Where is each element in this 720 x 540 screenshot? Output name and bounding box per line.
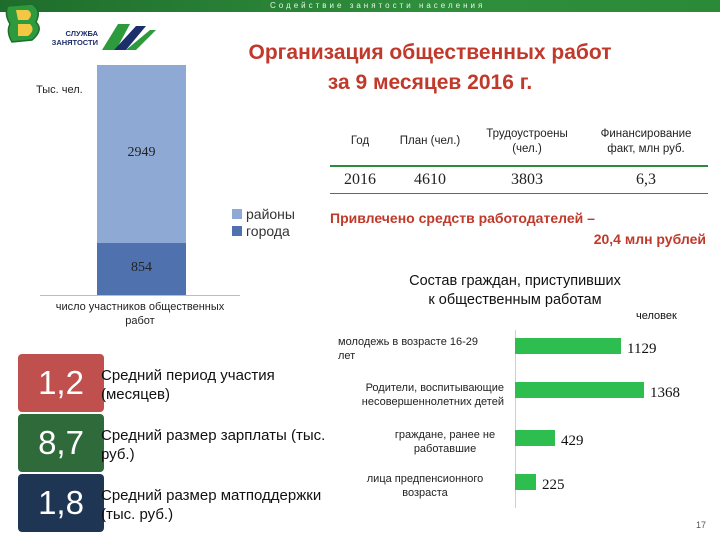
legend-label-rayony: районы — [246, 205, 295, 222]
bar-segment-goroda — [97, 243, 186, 295]
stat-label-support: Средний размер матподдержки (тыс. руб.) — [101, 487, 322, 523]
composition-title-line-1: Состав граждан, приступивших — [409, 273, 621, 289]
stat-badge-support: 1,8 — [18, 474, 104, 532]
composition-unit-label: человек — [636, 310, 677, 322]
table-cell-funding: 6,3 — [584, 166, 708, 194]
stat-label-salary: Средний размер зарплаты (тыс. руб.) — [101, 427, 326, 463]
attracted-funds-line-1: Привлечено средств работодателей – — [330, 210, 595, 226]
composition-bar-value: 1368 — [650, 385, 680, 401]
legend-swatch-rayony — [232, 208, 242, 219]
table-row: 2016 4610 3803 6,3 — [330, 166, 708, 194]
composition-bar-value: 1129 — [627, 341, 657, 357]
legend-item-goroda: города — [232, 222, 295, 239]
composition-category-label: Родители, воспитывающие несовершеннолетни… — [338, 381, 504, 409]
table-cell-plan: 4610 — [390, 166, 470, 194]
bar-value-label-goroda: 854 — [131, 260, 152, 275]
table-header-year: Год — [330, 118, 390, 167]
chart-axis-line — [40, 295, 240, 296]
composition-category-label: лица предпенсионного возраста — [360, 472, 490, 500]
table-header-plan: План (чел.) — [390, 118, 470, 167]
composition-category-label-line: граждане, ранее не — [394, 429, 496, 441]
participants-unit-label: Тыс. чел. — [36, 84, 83, 96]
page-title: Организация общественных работ за 9 меся… — [230, 38, 630, 98]
composition-category-label: молодежь в возрасте 16-29 лет — [338, 335, 508, 363]
logo-line-2: ЗАНЯТОСТИ — [51, 38, 98, 47]
composition-bar — [515, 338, 621, 354]
attracted-funds-text: Привлечено средств работодателей – 20,4 … — [330, 208, 706, 250]
page-title-line-1: Организация общественных работ — [248, 41, 612, 64]
table-header-row: Год План (чел.) Трудоустроены (чел.) Фин… — [330, 118, 708, 167]
emblem-icon — [5, 3, 40, 43]
logo-text: СЛУЖБА ЗАНЯТОСТИ — [42, 29, 98, 47]
logo-line-1: СЛУЖБА — [65, 29, 98, 38]
stat-badge-salary: 8,7 — [18, 414, 104, 472]
stat-label-period: Средний период участия (месяцев) — [101, 367, 275, 403]
composition-bar-value: 429 — [561, 433, 584, 449]
composition-axis-line — [515, 330, 516, 508]
bar-value-label-rayony: 2949 — [127, 145, 156, 160]
legend-swatch-goroda — [232, 225, 242, 236]
employment-service-logo — [102, 24, 156, 50]
table-header-funding: Финансирование факт, млн руб. — [584, 118, 708, 167]
stat-badge-period: 1,2 — [18, 354, 104, 412]
composition-bar — [515, 430, 555, 446]
attracted-funds-line-2: 20,4 млн рублей — [593, 231, 706, 247]
composition-bar — [515, 382, 644, 398]
composition-category-label-line: молодежь в возрасте 16-29 — [338, 336, 479, 348]
composition-category-label-line: лет — [338, 350, 356, 362]
composition-category-label-line: работавшие — [413, 443, 477, 455]
table-header-employed: Трудоустроены (чел.) — [470, 118, 584, 167]
summary-table: Год План (чел.) Трудоустроены (чел.) Фин… — [330, 118, 708, 194]
banner-text: Содействие занятости населения — [270, 1, 486, 10]
composition-category-label-line: Родители, воспитывающие — [365, 382, 504, 394]
participants-axis-caption: число участников общественных работ — [55, 301, 225, 327]
page-title-line-2: за 9 месяцев 2016 г. — [327, 71, 533, 94]
participants-stacked-bar: 2949 854 — [97, 65, 186, 295]
page-number: 17 — [696, 520, 707, 530]
composition-category-label: граждане, ранее не работавшие — [380, 428, 510, 456]
top-banner — [0, 0, 720, 12]
composition-chart-title: Состав граждан, приступивших к обществен… — [380, 272, 650, 310]
composition-category-label-line: возраста — [402, 487, 448, 499]
composition-category-label-line: лица предпенсионного — [366, 473, 484, 485]
legend-item-rayony: районы — [232, 205, 295, 222]
composition-bar-value: 225 — [542, 477, 565, 493]
table-cell-employed: 3803 — [470, 166, 584, 194]
table-cell-year: 2016 — [330, 166, 390, 194]
legend-label-goroda: города — [246, 222, 290, 239]
bar-segment-rayony — [97, 65, 186, 243]
composition-title-line-2: к общественным работам — [428, 292, 602, 308]
composition-bar — [515, 474, 536, 490]
chart-legend: районы города — [232, 205, 295, 239]
composition-category-label-line: несовершеннолетних детей — [361, 396, 504, 408]
